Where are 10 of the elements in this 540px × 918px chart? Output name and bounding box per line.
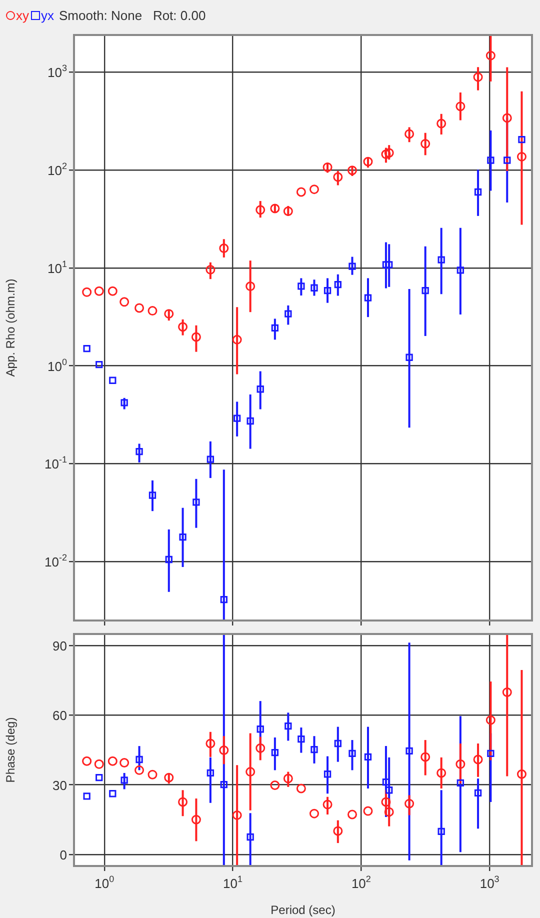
y-tick-label: 30 (52, 778, 68, 793)
legend-label: xy (15, 8, 29, 22)
y-axis-title: App. Rho (ohm.m) (4, 278, 18, 377)
x-axis-title: Period (sec) (270, 903, 336, 918)
y-axis-title: Phase (deg) (4, 717, 18, 783)
y-tick-label: 0 (60, 847, 68, 862)
text: Smooth: None Rot: 0.00 (59, 8, 206, 22)
legend-label: yx (40, 8, 54, 22)
y-tick-label: 60 (52, 708, 68, 724)
y-tick-label: 90 (52, 638, 68, 654)
